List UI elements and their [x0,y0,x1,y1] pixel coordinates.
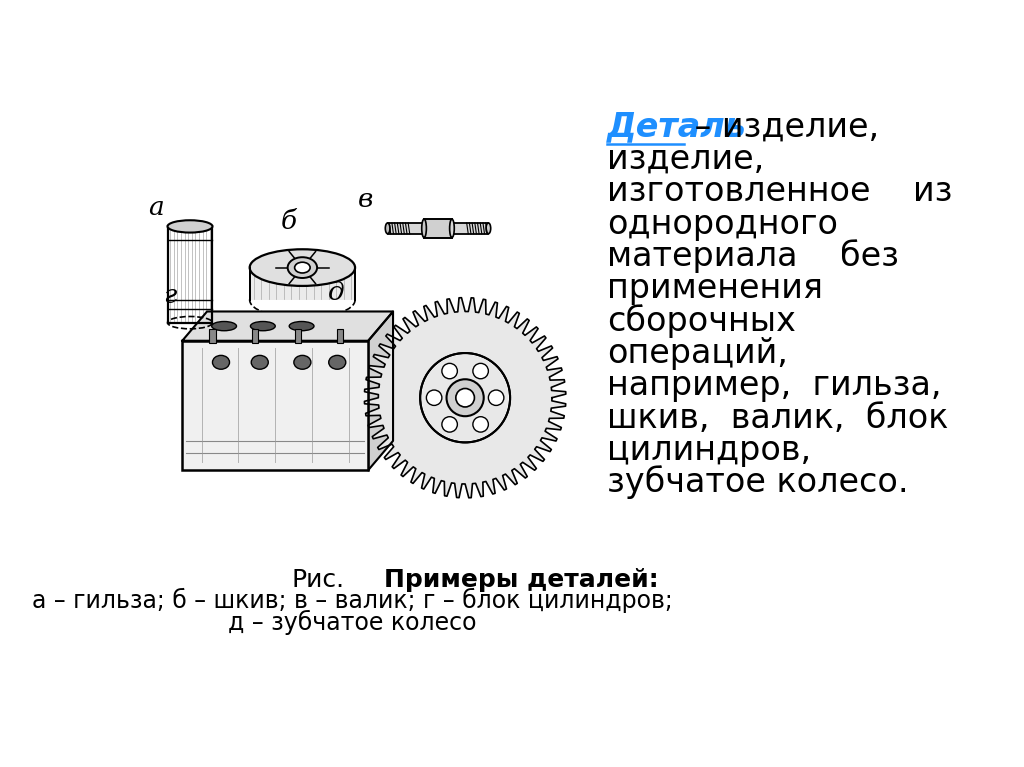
Bar [252,329,258,343]
Polygon shape [369,311,393,470]
Circle shape [422,354,509,441]
Text: д: д [329,280,345,305]
Ellipse shape [473,364,488,379]
Text: Рис.: Рис. [292,568,345,592]
Ellipse shape [422,219,426,238]
Ellipse shape [251,355,268,369]
Circle shape [420,353,510,443]
Text: зубчатое колесо.: зубчатое колесо. [607,466,908,499]
Circle shape [456,389,474,407]
Ellipse shape [251,321,275,331]
Ellipse shape [289,321,314,331]
Text: цилиндров,: цилиндров, [607,434,811,467]
Ellipse shape [212,321,237,331]
Ellipse shape [288,257,317,278]
Text: изготовленное    из: изготовленное из [607,176,952,209]
Ellipse shape [486,223,490,234]
Text: Деталь: Деталь [607,110,746,143]
Text: например,  гильза,: например, гильза, [607,370,941,403]
Ellipse shape [385,223,390,234]
Text: Примеры деталей:: Примеры деталей: [349,568,658,592]
Bar [388,223,488,234]
Ellipse shape [442,364,458,379]
Text: а: а [147,196,164,220]
Text: а – гильза; б – шкив; в – валик; г – блок цилиндров;: а – гильза; б – шкив; в – валик; г – бло… [33,588,673,614]
Text: материала    без: материала без [607,239,899,273]
Text: б: б [281,209,297,234]
Text: сборочных: сборочных [607,304,796,337]
Ellipse shape [329,355,346,369]
Ellipse shape [473,416,488,432]
Text: в: в [358,187,374,212]
Circle shape [446,379,483,416]
Bar [295,329,301,343]
Ellipse shape [168,220,212,232]
Ellipse shape [450,219,455,238]
Ellipse shape [212,355,229,369]
Bar [168,226,212,323]
Ellipse shape [488,390,504,406]
Text: г: г [163,283,176,308]
Ellipse shape [442,416,458,432]
Bar [337,329,343,343]
Ellipse shape [294,355,311,369]
Text: д – зубчатое колесо: д – зубчатое колесо [228,610,477,635]
Text: – изделие,: – изделие, [684,110,880,143]
Text: операций,: операций, [607,337,787,370]
Text: однородного: однородного [607,208,838,241]
Text: изделие,: изделие, [607,143,764,176]
Bar [182,341,369,470]
Text: шкив,  валик,  блок: шкив, валик, блок [607,402,948,435]
Bar [209,329,216,343]
Bar [250,268,355,300]
Ellipse shape [426,390,442,406]
Bar [424,219,452,238]
Text: применения: применения [607,272,823,305]
Ellipse shape [295,262,310,273]
Polygon shape [365,298,566,498]
Ellipse shape [250,249,355,286]
Polygon shape [182,311,393,341]
